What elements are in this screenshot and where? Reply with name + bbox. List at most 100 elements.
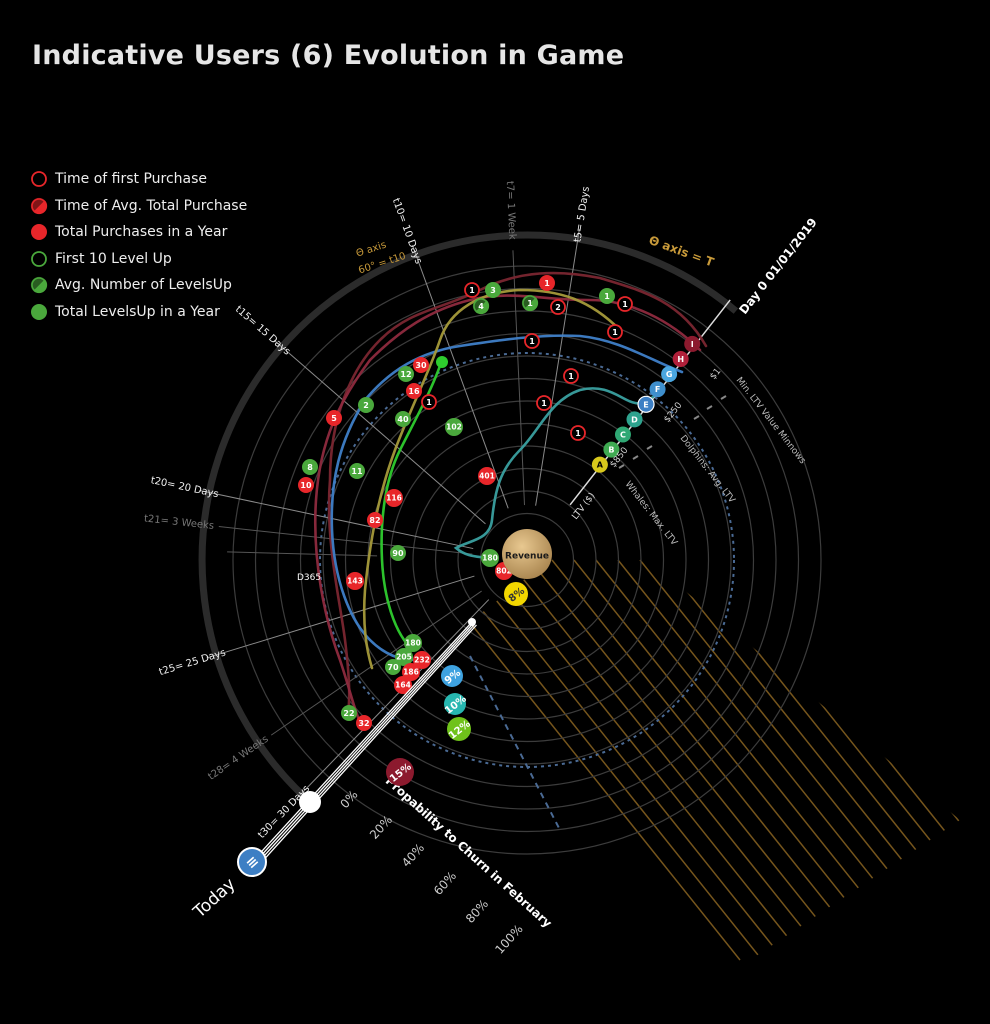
segment-tick [646,445,653,450]
churn-hatch-line [970,560,990,960]
svg-text:1: 1 [622,300,628,309]
svg-text:G: G [666,370,673,379]
event-marker: 1 [464,282,480,298]
svg-text:10: 10 [300,481,312,490]
event-marker: 180 [481,549,499,567]
svg-text:A: A [597,461,604,470]
svg-text:11: 11 [351,467,363,476]
time-tick-line [199,489,474,550]
svg-text:180: 180 [405,639,421,648]
legend-item: Total Purchases in a Year [30,219,247,246]
svg-text:70: 70 [387,663,399,672]
dot-green-icon [31,303,47,320]
segment-label: Dolphins: Avg. LTV [678,434,737,506]
svg-text:82: 82 [369,516,380,525]
event-marker: 12 [398,366,414,382]
event-marker: 1 [563,368,579,384]
svg-text:8: 8 [307,463,313,472]
churn-point: 15% [386,758,414,786]
svg-text:1: 1 [529,337,535,346]
svg-text:143: 143 [347,577,363,586]
segment-tick [706,405,713,410]
time-tick-label: t5= 5 Days [572,186,592,243]
legend-label: Total Purchases in a Year [55,224,228,241]
event-marker: 232 [413,651,431,669]
legend-label: Time of Avg. Total Purchase [55,197,248,214]
churn-hatch-line [485,559,807,961]
svg-text:90: 90 [392,549,404,558]
segment-tick [632,455,639,460]
grid-ring [412,445,642,675]
grid-ring [344,377,710,743]
start-label: Day 0 01/01/2019 [736,215,820,316]
svg-text:164: 164 [395,681,411,690]
event-marker: 90 [390,545,406,561]
grid-ring [254,287,800,833]
svg-text:1: 1 [612,328,618,337]
churn-hatch-line [925,559,960,961]
churn-hatch-line [683,559,960,961]
churn-hatch-line [470,559,785,961]
legend-label: Total LevelsUp in a Year [55,303,220,320]
svg-text:802: 802 [496,567,512,576]
churn-tick-label: 40% [399,841,427,870]
user-paths [314,271,708,724]
legend-label: Time of first Purchase [55,171,208,188]
event-marker: 32 [356,715,372,731]
event-marker: 4 [472,297,490,315]
grid-ring [434,467,620,653]
svg-text:102: 102 [446,423,462,432]
svg-text:1: 1 [426,398,432,407]
grid-ring [232,265,822,855]
svg-text:E: E [643,400,648,409]
grid-ring [299,332,755,788]
event-marker: 16 [406,383,422,399]
segment-tick [720,395,727,400]
user-badge: H [672,351,689,368]
time-tick-line [293,599,490,802]
svg-text:4: 4 [478,302,484,311]
event-marker: 3 [485,282,501,298]
grid-ring [389,422,665,698]
svg-text:B: B [608,446,614,455]
event-marker: 2 [550,299,566,315]
churn-guide [469,655,561,831]
event-marker: 1 [536,395,552,411]
svg-text:I: I [691,340,694,349]
event-marker: 11 [349,463,365,479]
svg-text:180: 180 [482,554,498,563]
event-marker: 1 [599,288,615,304]
ring-red-icon [31,171,47,188]
churn-hatch-line [727,559,960,961]
churn-hatch-line [837,559,960,961]
event-marker: 1 [521,294,539,312]
svg-text:1: 1 [575,429,581,438]
grid-ring [457,490,597,630]
event-marker: 205 [395,648,413,666]
churn-hatch-line [507,559,829,961]
user-badge: D [626,411,643,428]
revenue-label: Revenue [505,552,549,562]
churn-hatch-line [639,559,960,961]
grid-ring [277,310,777,810]
user-badge: A [591,456,608,473]
churn-tick-label: 20% [367,813,395,842]
svg-text:1: 1 [527,299,533,308]
ltv-marker-label: $1 [708,367,723,382]
churn-hatch-line [617,559,939,961]
svg-text:16: 16 [408,387,420,396]
segment-tick [618,464,625,469]
churn-hatch-line [529,559,851,961]
svg-text:2: 2 [555,303,561,312]
svg-text:1: 1 [604,292,610,301]
today-stem [253,622,474,864]
churn-hatch-line [749,559,960,961]
revenue-bubble [502,529,552,579]
user-badge: E [637,395,655,413]
time-tick-line [218,526,473,555]
user-path-olive [362,288,622,670]
svg-text:H: H [677,355,684,364]
event-marker: 22 [341,705,357,721]
svg-text:5: 5 [331,414,337,423]
